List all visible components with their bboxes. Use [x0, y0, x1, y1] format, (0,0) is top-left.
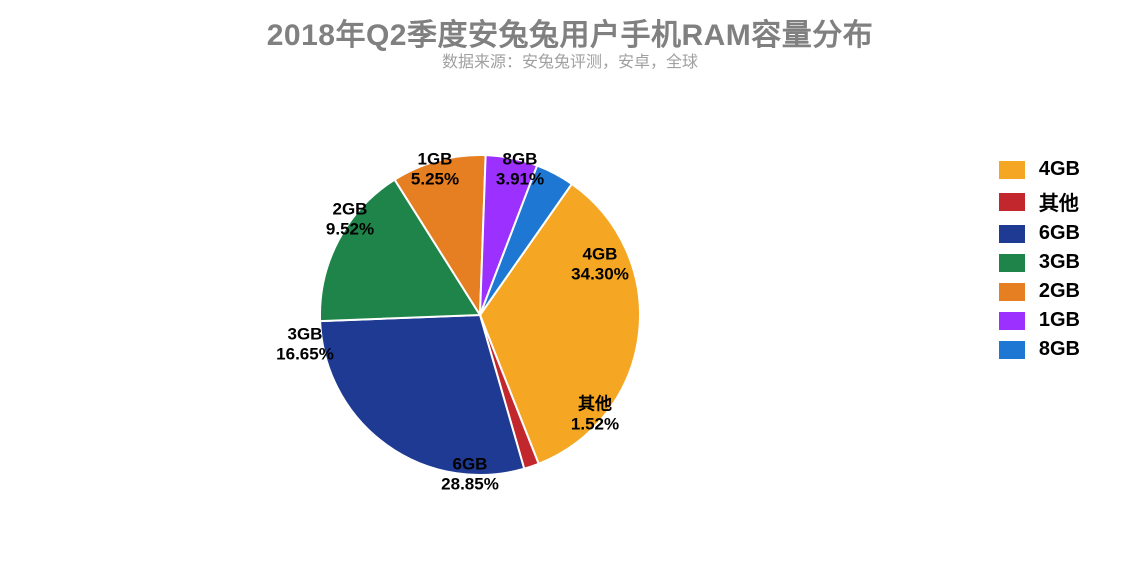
slice-label-name: 1GB: [411, 150, 459, 170]
chart-root: { "chart": { "type": "pie", "width": 114…: [0, 0, 1140, 567]
slice-label-value: 3.91%: [496, 170, 544, 190]
slice-label-1GB: 1GB5.25%: [411, 150, 459, 191]
legend-label: 8GB: [1039, 338, 1080, 361]
legend: 4GB 其他 6GB 3GB 2GB 1GB 8GB: [999, 158, 1080, 367]
legend-label: 其他: [1039, 187, 1079, 216]
legend-swatch: [999, 341, 1025, 359]
slice-label-name: 6GB: [441, 455, 499, 475]
legend-item-2GB: 2GB: [999, 280, 1080, 303]
legend-item-3GB: 3GB: [999, 251, 1080, 274]
slice-label-3GB: 3GB16.65%: [276, 325, 334, 366]
legend-swatch: [999, 312, 1025, 330]
legend-label: 2GB: [1039, 280, 1080, 303]
slice-label-value: 16.65%: [276, 345, 334, 365]
legend-swatch: [999, 161, 1025, 179]
legend-item-其他: 其他: [999, 187, 1080, 216]
slice-label-name: 8GB: [496, 150, 544, 170]
slice-label-name: 2GB: [326, 200, 374, 220]
legend-label: 6GB: [1039, 222, 1080, 245]
legend-label: 3GB: [1039, 251, 1080, 274]
legend-swatch: [999, 193, 1025, 211]
slice-label-value: 34.30%: [571, 265, 629, 285]
slice-label-value: 1.52%: [571, 415, 619, 435]
slice-label-6GB: 6GB28.85%: [441, 455, 499, 496]
legend-item-6GB: 6GB: [999, 222, 1080, 245]
slice-label-value: 5.25%: [411, 170, 459, 190]
legend-swatch: [999, 283, 1025, 301]
pie-container: [0, 60, 1140, 560]
legend-item-8GB: 8GB: [999, 338, 1080, 361]
slice-label-name: 其他: [571, 395, 619, 415]
legend-swatch: [999, 254, 1025, 272]
slice-label-value: 28.85%: [441, 475, 499, 495]
slice-label-8GB: 8GB3.91%: [496, 150, 544, 191]
slice-label-value: 9.52%: [326, 220, 374, 240]
legend-label: 4GB: [1039, 158, 1080, 181]
slice-label-2GB: 2GB9.52%: [326, 200, 374, 241]
legend-item-1GB: 1GB: [999, 309, 1080, 332]
pie-svg: [0, 60, 1140, 560]
slice-label-4GB: 4GB34.30%: [571, 245, 629, 286]
slice-label-name: 4GB: [571, 245, 629, 265]
legend-label: 1GB: [1039, 309, 1080, 332]
slice-label-name: 3GB: [276, 325, 334, 345]
legend-swatch: [999, 225, 1025, 243]
legend-item-4GB: 4GB: [999, 158, 1080, 181]
slice-label-其他: 其他1.52%: [571, 395, 619, 436]
